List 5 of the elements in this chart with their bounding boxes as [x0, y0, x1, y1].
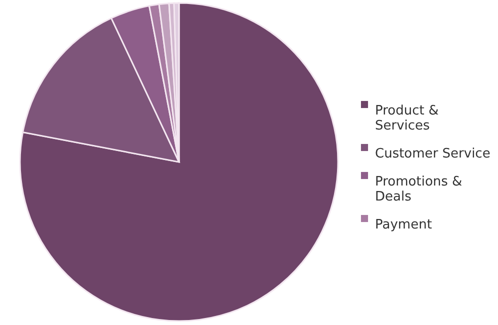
legend-label: Payment: [375, 218, 432, 232]
legend-label: Product & Services: [375, 104, 439, 134]
legend-label: Customer Service: [375, 146, 490, 162]
pie-slice: [20, 2, 339, 322]
legend-label: Promotions & Deals: [375, 174, 462, 204]
